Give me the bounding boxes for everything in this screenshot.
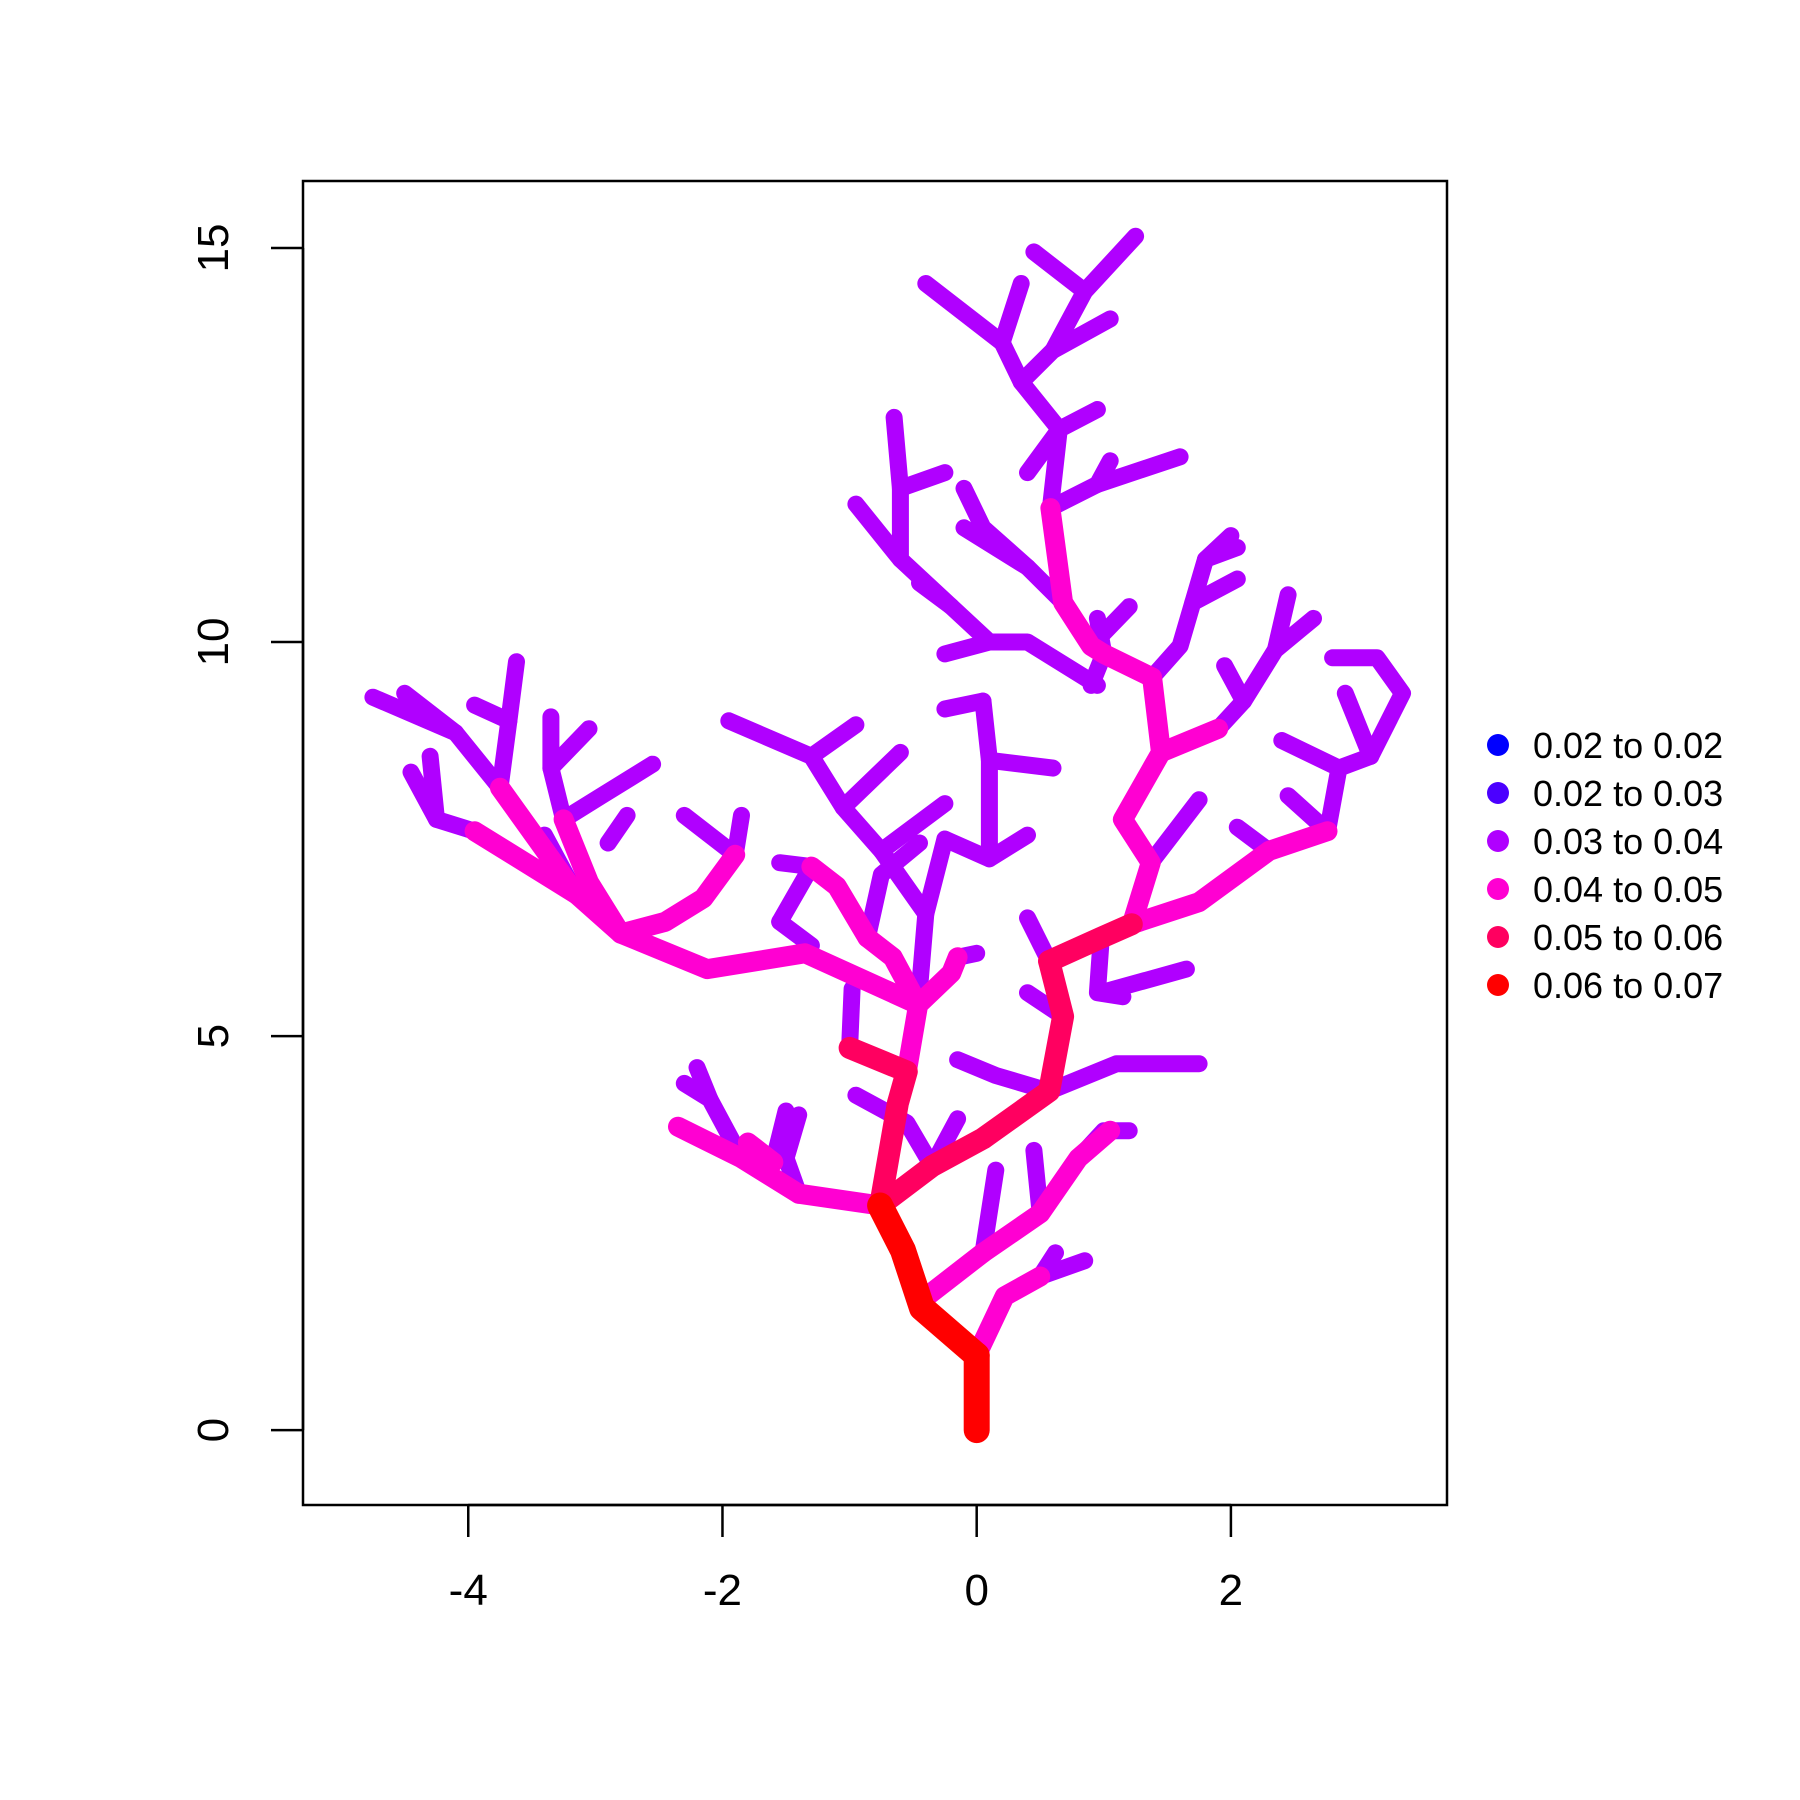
branch-segment [1088,448,1189,493]
y-tick-label: 0 [189,1418,238,1442]
branch-segment [869,950,1075,1217]
branch-segment [974,1161,1005,1262]
branch-segment [771,913,820,954]
branch-segment [737,1132,784,1173]
branch-segment [1324,649,1411,765]
branch-segment [599,806,636,852]
branch-segment [1112,667,1171,935]
branch-segment [917,275,1011,352]
branch-segment [973,1120,1121,1263]
branch-segment [542,720,598,777]
branch-segment [1019,420,1068,482]
branch-segment [1151,718,1229,763]
branch-segment [490,777,587,905]
branch-segment [1143,570,1246,686]
legend-label: 0.02 to 0.02 [1533,725,1723,766]
branch-segment [802,716,865,765]
branch-segment [980,751,1062,777]
branch-segment [364,688,464,742]
branch-segment [955,519,1036,576]
x-axis: -4 -2 0 2 [449,1503,1243,1615]
branch-segment [936,692,992,718]
branch-segment [912,1242,993,1311]
branch-segment [872,795,954,860]
legend-swatch [1487,926,1509,948]
branch-segment [668,1116,891,1216]
branch-segment [857,927,929,1082]
y-tick-label: 10 [189,618,238,667]
branch-segment [1092,960,1195,1002]
x-tick-label: -2 [703,1566,742,1615]
legend-swatch [1487,878,1509,900]
branch-segment [771,858,820,931]
branch-segment [847,1086,941,1175]
branch-segment [838,1036,918,1217]
tree-branches [364,227,1411,1444]
branch-segment [858,834,928,947]
branch-segment [847,495,909,568]
branch-segment [1266,586,1297,659]
branch-segment [891,464,954,497]
legend-label: 0.05 to 0.06 [1533,917,1723,958]
branch-segment [421,747,445,828]
y-tick-label: 5 [189,1024,238,1048]
branch-segment [1273,732,1348,777]
branch-segment [949,1051,1058,1100]
branch-segment [1121,821,1338,935]
legend-label: 0.03 to 0.04 [1533,821,1723,862]
y-tick-label: 15 [189,224,238,273]
legend-label: 0.06 to 0.07 [1533,965,1723,1006]
branch-segment [1209,609,1322,738]
branch-segment [555,755,662,828]
branch-segment [1142,791,1208,872]
branch-segment [466,696,518,730]
legend-swatch [1487,974,1509,996]
branch-segment [610,844,746,944]
branch-segment [688,1059,719,1108]
branch-segment [1216,657,1253,710]
legend-swatch [1487,782,1509,804]
x-tick-label: 0 [964,1566,988,1615]
branch-segment [966,1266,1051,1366]
branch-segment [1197,539,1246,568]
branch-segment [1038,913,1143,973]
branch-segment [1040,1055,1208,1100]
branch-segment [801,856,878,948]
y-axis: 0 5 10 15 [189,224,305,1442]
legend-swatch [1487,830,1509,852]
branch-segment [980,633,1106,694]
x-tick-label: -4 [449,1566,488,1615]
branch-segment [867,1192,990,1369]
branch-segment [911,574,960,616]
branch-segment [1336,684,1380,765]
branch-segment [1040,498,1163,688]
branch-segment [834,743,909,816]
legend-label: 0.02 to 0.03 [1533,773,1723,814]
branch-segment [974,692,998,868]
x-tick-label: 2 [1219,1566,1243,1615]
branch-segment [993,275,1030,352]
branch-segment [553,809,631,944]
legend-swatch [1487,734,1509,756]
branch-segment [675,806,744,864]
legend-label: 0.04 to 0.05 [1533,869,1723,910]
branch-segment [1025,243,1094,300]
branch-segment [908,947,968,1015]
legend: 0.02 to 0.02 0.02 to 0.03 0.03 to 0.04 0.04… [1487,725,1723,1006]
